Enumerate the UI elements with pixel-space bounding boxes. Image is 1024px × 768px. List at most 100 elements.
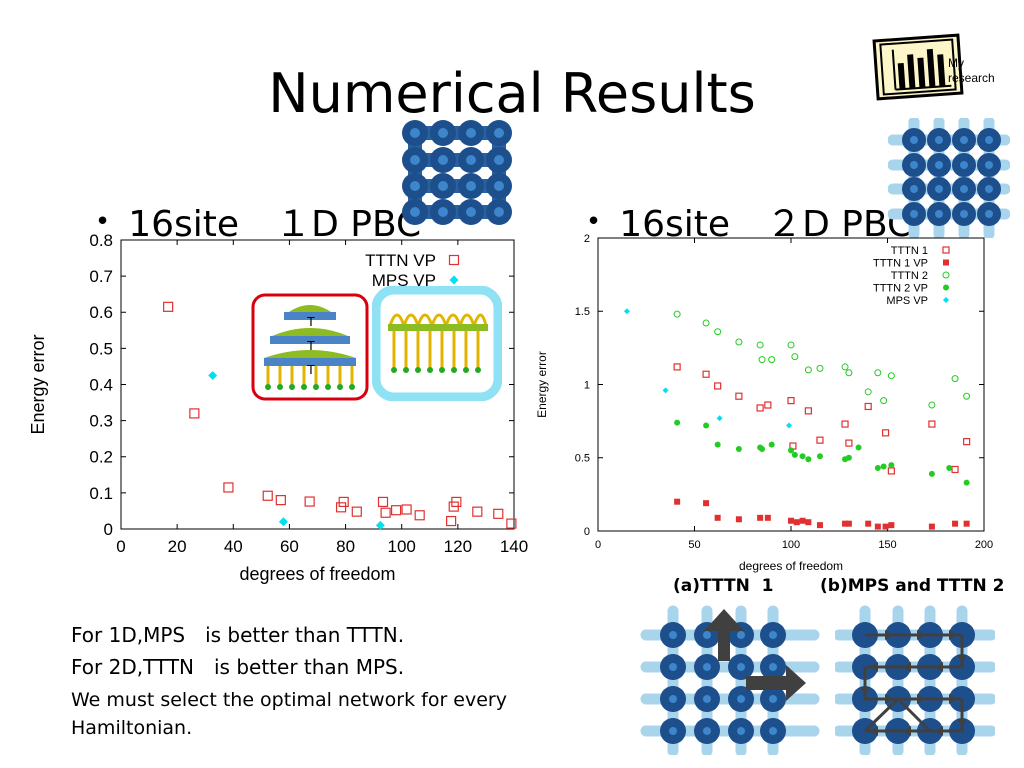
data-point (880, 463, 887, 470)
slide-title: Numerical Results (268, 62, 756, 125)
data-point (793, 519, 800, 526)
y-axis-label: Energy error (28, 334, 48, 434)
data-point (714, 328, 722, 336)
data-point (804, 366, 812, 374)
x-tick-label: 60 (280, 537, 299, 556)
legend-label: TTTN 1 VP (873, 257, 928, 269)
bullet-dot: • (585, 207, 602, 237)
tree-tensor-network-icon: T T T (251, 293, 369, 401)
data-point (262, 490, 273, 501)
x-tick-label: 200 (975, 539, 993, 551)
data-point (702, 370, 710, 378)
data-point (928, 523, 935, 530)
data-point (380, 507, 391, 518)
data-point (787, 397, 795, 405)
data-point (735, 338, 743, 346)
legend-label: MPS VP (372, 271, 436, 290)
data-point (662, 387, 669, 394)
legend-marker (942, 271, 950, 279)
data-point (623, 308, 630, 315)
data-point (888, 462, 895, 469)
data-point (874, 465, 881, 472)
mps-tttn2-lattice-diagram (835, 605, 995, 755)
legend-label: TTTN 1 (891, 245, 928, 257)
x-tick-label: 80 (336, 537, 355, 556)
data-point (874, 369, 882, 377)
data-point (805, 519, 812, 526)
y-tick-label: 2 (584, 233, 590, 245)
data-point (757, 514, 764, 521)
y-axis-label: Energy error (535, 351, 549, 418)
data-point (472, 506, 483, 517)
y-tick-label: 0 (584, 526, 590, 538)
data-point (764, 401, 772, 409)
x-tick-label: 100 (388, 537, 416, 556)
data-point (714, 382, 722, 390)
data-point (946, 465, 953, 472)
data-point (702, 319, 710, 327)
data-point (805, 456, 812, 463)
data-point (864, 388, 872, 396)
data-point (842, 520, 849, 527)
legend-marker (943, 284, 949, 291)
data-point (768, 441, 775, 448)
legend-label: MPS VP (886, 295, 928, 307)
data-point (881, 429, 890, 437)
data-point (928, 401, 936, 409)
data-point (963, 479, 970, 486)
note-line-4: Hamiltonian. (71, 717, 193, 739)
data-point (787, 341, 795, 349)
mps-chain-icon (372, 286, 502, 401)
y-tick-label: 0.5 (89, 339, 113, 358)
data-point (506, 518, 517, 529)
y-tick-label: 0 (104, 520, 113, 539)
data-point (735, 516, 742, 523)
y-tick-label: 0.8 (89, 231, 113, 250)
series-0 (163, 301, 517, 529)
data-point (758, 356, 766, 364)
data-point (845, 520, 852, 527)
legend-label: TTTN 2 (891, 270, 928, 282)
note-line-1: For 1D,MPS is better than TTTN. (71, 623, 405, 647)
data-point (764, 514, 771, 521)
logo-text: My research (948, 56, 995, 85)
tree-label-1: T (307, 314, 315, 329)
series-3 (674, 419, 970, 486)
series-1 (208, 370, 385, 530)
data-point (756, 404, 764, 412)
data-point (208, 370, 218, 380)
bar-chart-logo-icon (872, 33, 964, 101)
data-point (735, 392, 743, 400)
data-point (735, 445, 742, 452)
data-point (951, 375, 959, 383)
data-point (963, 438, 971, 446)
data-point (928, 420, 936, 428)
series-2 (673, 310, 971, 409)
data-point (351, 506, 362, 517)
y-tick-label: 0.2 (89, 448, 113, 467)
y-tick-label: 0.5 (575, 453, 590, 465)
data-point (338, 496, 349, 508)
data-point (768, 356, 776, 364)
data-point (304, 496, 315, 507)
data-point (951, 465, 959, 474)
research-logo: My research (870, 30, 1000, 104)
y-tick-label: 0.1 (89, 484, 113, 503)
y-tick-label: 1.5 (575, 306, 590, 318)
tree-label-3: T (307, 362, 315, 377)
data-point (845, 439, 853, 447)
legend-marker (943, 259, 949, 266)
data-point (674, 498, 681, 505)
bullet-dot: • (94, 207, 111, 237)
data-point (375, 520, 385, 530)
x-axis-label: degrees of freedom (239, 564, 395, 584)
data-point (714, 441, 721, 448)
lattice-2d-pbc-icon (888, 118, 1010, 238)
data-point (673, 310, 681, 318)
data-point (874, 523, 881, 530)
data-point (816, 522, 823, 529)
data-point (865, 520, 872, 527)
series-0 (673, 363, 971, 475)
data-point (799, 517, 806, 524)
data-point (414, 510, 425, 521)
